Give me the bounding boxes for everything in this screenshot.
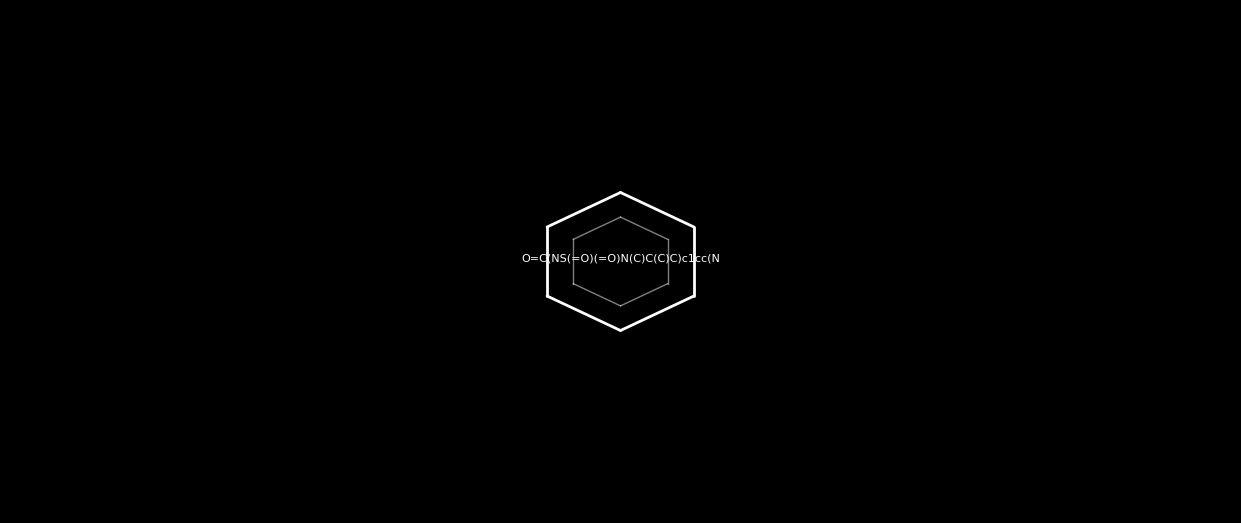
Text: O=C(NS(=O)(=O)N(C)C(C)C)c1cc(N: O=C(NS(=O)(=O)N(C)C(C)C)c1cc(N [521, 254, 720, 264]
